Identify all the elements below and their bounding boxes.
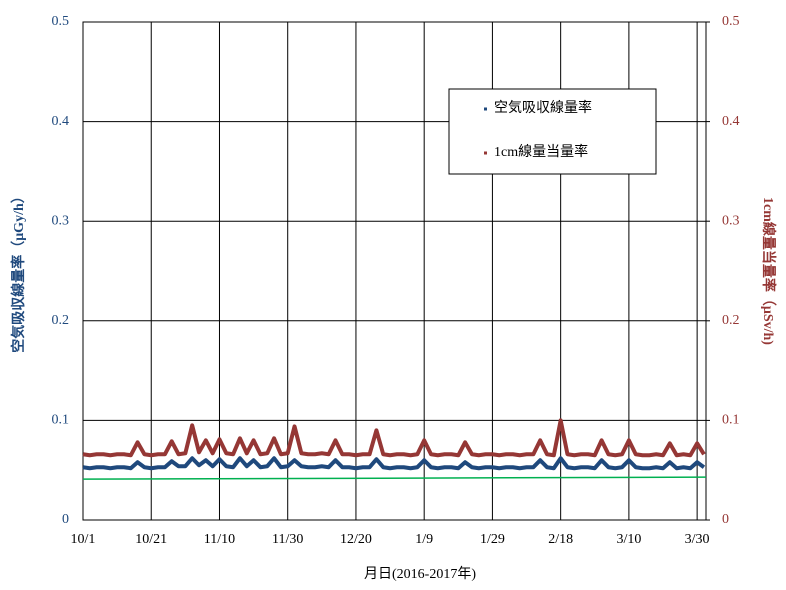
series-line (82, 476, 707, 480)
legend-box (448, 88, 657, 175)
x-tick-label: 1/29 (480, 532, 505, 547)
x-tick-label: 3/10 (616, 532, 641, 547)
y-tick-label: 0.5 (52, 14, 70, 29)
y-tick-label: 0.3 (52, 213, 70, 228)
legend-marker (484, 107, 487, 111)
x-tick-label: 2/18 (548, 532, 573, 547)
x-tick-label: 10/21 (135, 532, 167, 547)
x-tick-label: 11/10 (204, 532, 235, 547)
x-tick-label: 3/30 (685, 532, 710, 547)
y2-tick-label: 0.3 (722, 213, 740, 228)
y2-tick-label: 0 (722, 512, 729, 527)
y-tick-label: 0.2 (52, 313, 70, 328)
legend-marker (484, 151, 487, 155)
y-tick-label: 0.1 (52, 413, 70, 428)
x-axis-title: 月日(2016-2017年) (364, 566, 476, 582)
y-tick-label: 0 (62, 512, 69, 527)
y-tick-label: 0.4 (52, 114, 70, 129)
series-line (82, 418, 706, 458)
x-tick-label: 11/30 (272, 532, 303, 547)
y2-tick-label: 0.4 (722, 114, 740, 129)
legend-label: 1cm線量当量率 (494, 143, 588, 160)
legend: 空気吸収線量率 1cm線量当量率 (448, 88, 657, 175)
tick-labels: 10/1 10/21 11/10 11/30 12/20 1/9 1/29 2/18 3/10 3… (52, 14, 740, 547)
legend-label: 空気吸収線量率 (494, 99, 592, 116)
y2-tick-label: 0.5 (722, 14, 740, 29)
y-axis-title: 空気吸収線量率（μGy/h） (10, 189, 27, 353)
y2-axis-title: 1cm線量当量率（μSv/h) (760, 197, 777, 345)
x-tick-label: 1/9 (415, 532, 433, 547)
x-tick-label: 12/20 (340, 532, 372, 547)
x-tick-label: 10/1 (71, 532, 96, 547)
y2-tick-label: 0.1 (722, 413, 740, 428)
series-line (82, 456, 706, 471)
y2-tick-label: 0.2 (722, 313, 740, 328)
series-lines (82, 418, 707, 480)
